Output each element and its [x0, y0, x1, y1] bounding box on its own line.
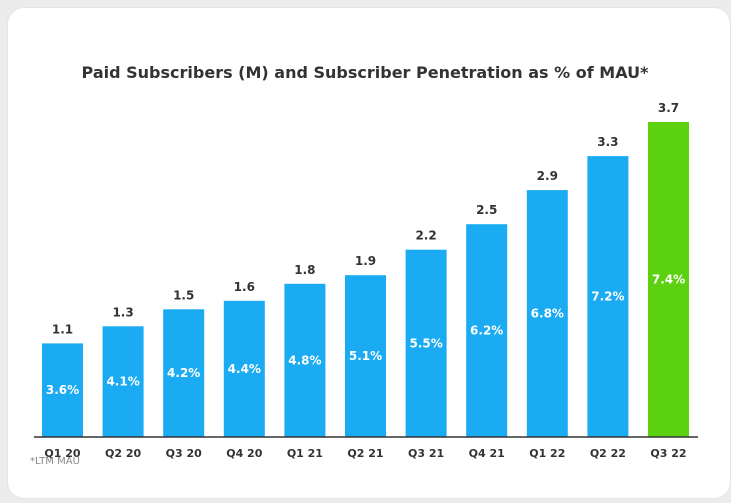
- bars-layer: [42, 122, 689, 437]
- penetration-label: 5.5%: [409, 336, 442, 350]
- subscribers-bar-chart: Paid Subscribers (M) and Subscriber Pene…: [34, 63, 698, 460]
- bar-q3-21: [405, 249, 447, 437]
- x-tick-label: Q3 21: [408, 447, 444, 460]
- value-label: 2.9: [537, 169, 558, 183]
- x-tick-label: Q1 20: [44, 447, 80, 460]
- value-label: 2.5: [476, 203, 497, 217]
- bar-q3-22: [648, 122, 689, 437]
- labels-layer: 1.1 3.6% Q1 20 1.3 4.1% Q2 20 1.5 4.2% Q3 20 1.6 4…: [44, 101, 686, 460]
- penetration-label: 6.2%: [470, 324, 503, 338]
- penetration-label: 7.2%: [591, 290, 624, 304]
- value-label: 1.5: [173, 288, 194, 302]
- value-label: 3.3: [597, 135, 618, 149]
- x-tick-label: Q2 21: [347, 447, 383, 460]
- x-tick-label: Q4 21: [469, 447, 505, 460]
- value-label: 1.1: [52, 322, 73, 336]
- x-tick-label: Q3 22: [650, 447, 686, 460]
- x-tick-label: Q3 20: [166, 447, 202, 460]
- penetration-label: 4.8%: [288, 353, 321, 367]
- value-label: 1.8: [294, 263, 315, 277]
- penetration-label: 4.2%: [167, 366, 200, 380]
- bar-q1-22: [526, 190, 568, 437]
- x-tick-label: Q2 20: [105, 447, 141, 460]
- value-label: 2.2: [415, 229, 436, 243]
- x-tick-label: Q4 20: [226, 447, 262, 460]
- chart-card: Paid Subscribers (M) and Subscriber Pene…: [8, 8, 730, 498]
- bar-q2-21: [345, 275, 386, 437]
- bar-q1-20: [42, 343, 83, 437]
- penetration-label: 4.1%: [106, 375, 139, 389]
- bar-q2-20: [102, 326, 144, 437]
- value-label: 1.6: [234, 280, 255, 294]
- bar-q2-22: [587, 156, 629, 437]
- footnote: *LTM MAU: [30, 456, 80, 467]
- bar-q4-21: [466, 224, 508, 437]
- penetration-label: 3.6%: [46, 383, 79, 397]
- value-label: 3.7: [658, 101, 679, 115]
- penetration-label: 6.8%: [531, 307, 564, 321]
- bar-q3-20: [163, 309, 205, 437]
- bar-q4-20: [223, 300, 265, 437]
- value-label: 1.9: [355, 254, 376, 268]
- x-tick-label: Q1 22: [529, 447, 565, 460]
- value-label: 1.3: [112, 305, 133, 319]
- penetration-label: 5.1%: [349, 349, 382, 363]
- penetration-label: 4.4%: [228, 362, 261, 376]
- x-tick-label: Q1 21: [287, 447, 323, 460]
- chart-title: Paid Subscribers (M) and Subscriber Pene…: [82, 63, 650, 82]
- x-tick-label: Q2 22: [590, 447, 626, 460]
- penetration-label: 7.4%: [652, 273, 685, 287]
- bar-q1-21: [284, 283, 326, 437]
